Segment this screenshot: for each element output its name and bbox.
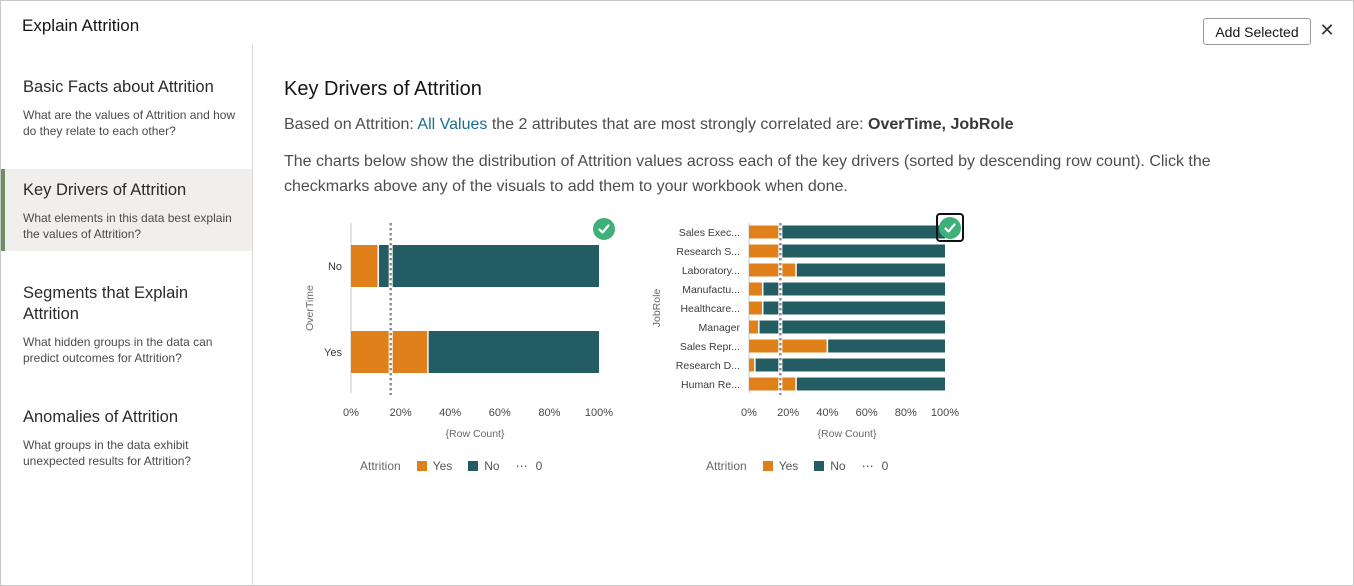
legend-item-yes[interactable]: Yes [762, 459, 799, 473]
summary-attributes: OverTime, JobRole [868, 116, 1014, 133]
page-title: Key Drivers of Attrition [284, 78, 482, 100]
legend-item-yes[interactable]: Yes [416, 459, 453, 473]
jobrole-bar-yes [749, 225, 781, 239]
x-axis-label: {Row Count} [446, 428, 505, 440]
jobrole-bar-yes [749, 339, 828, 353]
x-tick-label: 100% [931, 407, 959, 419]
jobrole-bar-yes [749, 358, 755, 372]
check-icon [939, 216, 961, 239]
sidebar-item-description: What groups in the data exhibit unexpect… [23, 438, 192, 468]
sidebar-item-heading: Anomalies of Attrition [23, 408, 178, 426]
sidebar-item-heading: Segments that Explain Attrition [23, 284, 189, 323]
legend-label: Yes [432, 459, 453, 473]
x-tick-label: 20% [390, 407, 412, 419]
x-tick-label: 40% [439, 407, 461, 419]
sidebar-item-description: What elements in this data best explain … [23, 211, 232, 241]
all-values-link[interactable]: All Values [417, 116, 488, 133]
category-label: Yes [324, 347, 342, 359]
x-tick-label: 80% [895, 407, 917, 419]
add-selected-button[interactable]: Add Selected [1203, 18, 1311, 45]
overtime-bar-yes [351, 245, 379, 287]
legend-swatch-yes [762, 461, 773, 471]
dotted-line-icon: ⋯ [861, 459, 874, 473]
dotted-line-icon: ⋯ [515, 459, 528, 473]
legend-item-no[interactable]: No [468, 459, 500, 473]
category-label: Healthcare... [680, 303, 740, 315]
x-tick-label: 60% [856, 407, 878, 419]
jobrole-bar-yes [749, 244, 781, 258]
sidebar-item-description: What are the values of Attrition and how… [23, 108, 236, 138]
legend-swatch-no [468, 461, 479, 471]
legend-label: 0 [881, 459, 889, 473]
chart-jobrole-select-toggle[interactable] [936, 213, 964, 242]
close-icon[interactable]: ✕ [1319, 20, 1335, 40]
category-label: Manufactu... [682, 284, 740, 296]
overtime-bar-no [378, 245, 599, 287]
jobrole-bar-yes [749, 320, 759, 334]
legend-item-no[interactable]: No [814, 459, 846, 473]
legend-label: No [484, 459, 500, 473]
jobrole-bar-no [762, 282, 945, 296]
x-tick-label: 0% [741, 407, 757, 419]
category-label: Research D... [676, 360, 740, 372]
x-tick-label: 80% [538, 407, 560, 419]
legend-title: Attrition [360, 459, 401, 473]
y-axis-label: JobRole [651, 289, 663, 328]
category-label: Human Re... [681, 379, 740, 391]
legend-item-reference[interactable]: ⋯ 0 [516, 459, 543, 473]
sidebar-item-key-drivers[interactable]: Key Drivers of Attrition What elements i… [1, 169, 252, 251]
legend-item-reference[interactable]: ⋯ 0 [862, 459, 889, 473]
legend-swatch-no [814, 461, 825, 471]
category-label: No [328, 261, 342, 273]
x-axis-label: {Row Count} [818, 428, 877, 440]
jobrole-bar-yes [749, 263, 797, 277]
legend-label: 0 [535, 459, 543, 473]
x-tick-label: 0% [343, 407, 359, 419]
x-tick-label: 40% [816, 407, 838, 419]
jobrole-bar-yes [749, 282, 763, 296]
sidebar-item-segments[interactable]: Segments that Explain Attrition What hid… [1, 283, 252, 366]
category-label: Research S... [676, 246, 740, 258]
category-label: Manager [699, 322, 741, 334]
overtime-bar-no [427, 331, 599, 373]
x-tick-label: 60% [489, 407, 511, 419]
jobrole-bar-no [780, 225, 945, 239]
sidebar-item-heading: Key Drivers of Attrition [23, 181, 187, 199]
jobrole-bar-no [762, 301, 945, 315]
chart-overtime-select-toggle[interactable] [590, 215, 617, 242]
summary-line: Based on Attrition: All Values the 2 att… [284, 116, 1014, 134]
category-label: Sales Exec... [679, 227, 740, 239]
jobrole-bar-no [758, 320, 945, 334]
sidebar: Basic Facts about Attrition What are the… [1, 45, 253, 586]
category-label: Laboratory... [682, 265, 740, 277]
x-tick-label: 100% [585, 407, 613, 419]
sidebar-item-heading: Basic Facts about Attrition [23, 78, 214, 96]
sidebar-item-anomalies[interactable]: Anomalies of Attrition What groups in th… [1, 407, 252, 469]
jobrole-bar-no [754, 358, 945, 372]
jobrole-bar-no [796, 263, 945, 277]
legend-swatch-yes [416, 461, 427, 471]
summary-middle: the 2 attributes that are most strongly … [487, 116, 869, 133]
legend-overtime: Attrition Yes No ⋯ 0 [360, 459, 558, 473]
jobrole-bar-no [827, 339, 945, 353]
legend-label: Yes [778, 459, 799, 473]
legend-label: No [830, 459, 846, 473]
legend-title: Attrition [706, 459, 747, 473]
jobrole-bar-yes [749, 377, 797, 391]
y-axis-label: OverTime [304, 285, 316, 331]
sidebar-item-basic-facts[interactable]: Basic Facts about Attrition What are the… [1, 77, 252, 139]
jobrole-bar-yes [749, 301, 763, 315]
dialog-title: Explain Attrition [22, 16, 140, 35]
jobrole-bar-no [780, 244, 945, 258]
sidebar-item-description: What hidden groups in the data can predi… [23, 335, 213, 365]
x-tick-label: 20% [777, 407, 799, 419]
legend-jobrole: Attrition Yes No ⋯ 0 [706, 459, 904, 473]
category-label: Sales Repr... [680, 341, 740, 353]
instructions-paragraph: The charts below show the distribution o… [284, 153, 1211, 195]
summary-prefix: Based on Attrition: [284, 116, 418, 133]
check-icon [592, 217, 615, 240]
jobrole-bar-no [796, 377, 945, 391]
